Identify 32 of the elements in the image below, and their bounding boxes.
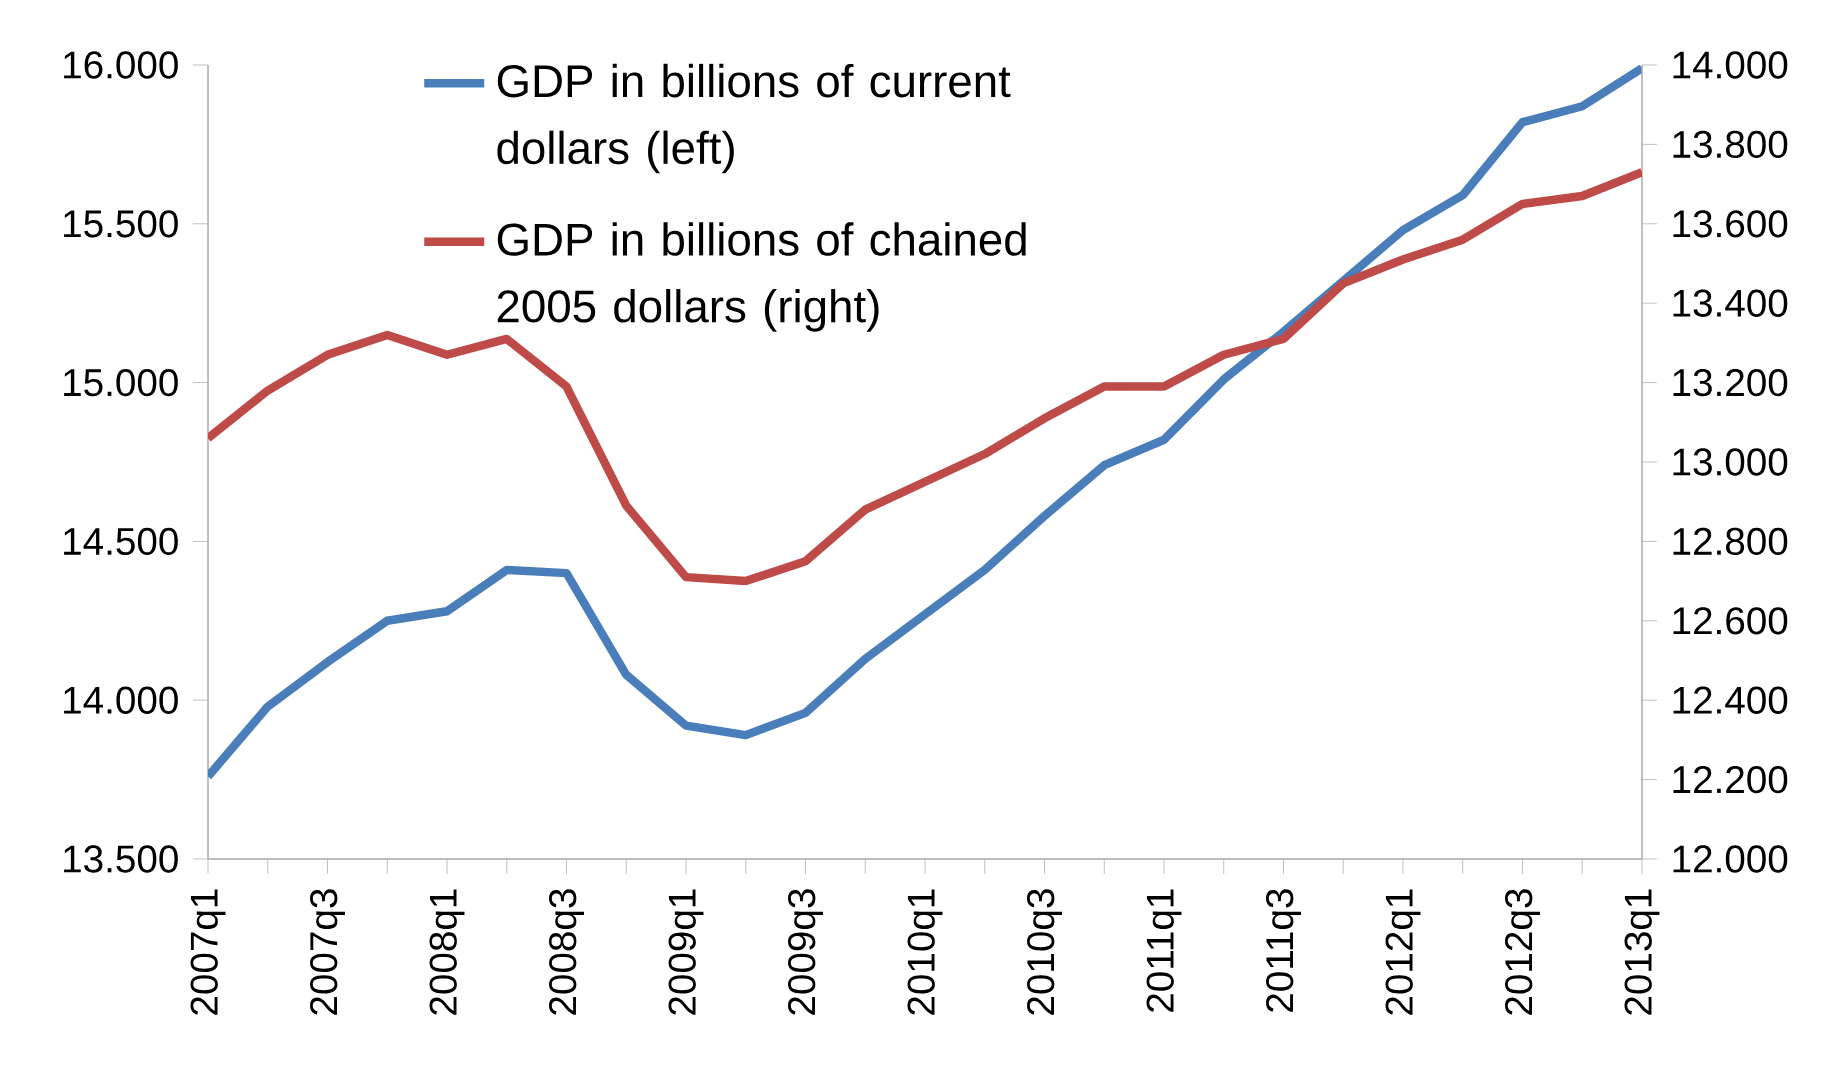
y2-tick-label: 12.600 xyxy=(1673,607,1788,635)
x-tick-label: 2010q3 xyxy=(1027,889,1062,1015)
x-tick-label: 2010q1 xyxy=(907,889,943,1015)
x-tick-label: 2011q1 xyxy=(1146,889,1182,1012)
y-tick-label: 13.500 xyxy=(64,845,178,873)
y2-tick-label: 12.400 xyxy=(1673,686,1788,714)
y2-tick-label: 13.400 xyxy=(1673,289,1788,317)
x-tick-label: 2008q3 xyxy=(549,889,584,1015)
x-tick-label: 2012q3 xyxy=(1505,889,1540,1015)
x-tick-label: 2011q3 xyxy=(1266,889,1301,1012)
y-tick-label: 15.500 xyxy=(64,210,178,238)
y-tick-label: 16.000 xyxy=(64,51,178,79)
y2-tick-label: 12.000 xyxy=(1673,845,1788,873)
y2-tick-label: 13.000 xyxy=(1673,448,1788,476)
y2-tick-label: 13.200 xyxy=(1673,368,1788,397)
x-tick-label: 2008q1 xyxy=(429,889,465,1015)
x-tick-label: 2007q3 xyxy=(310,889,345,1015)
x-tick-label: 2007q1 xyxy=(190,889,226,1015)
y2-tick-label: 13.800 xyxy=(1673,130,1788,159)
legend-label: GDP in billions of current dollars (left) xyxy=(497,63,1011,174)
legend-label: GDP in billions of chained 2005 dollars (right) xyxy=(497,222,1026,332)
x-tick-label: 2009q1 xyxy=(668,889,704,1015)
x-tick-label: 2012q1 xyxy=(1385,889,1421,1015)
y2-tick-label: 12.200 xyxy=(1673,765,1788,794)
y2-tick-label: 13.600 xyxy=(1673,210,1788,238)
y2-tick-label: 14.000 xyxy=(1673,51,1788,79)
y-tick-label: 15.000 xyxy=(64,368,178,397)
y2-tick-label: 12.800 xyxy=(1673,527,1788,556)
x-tick-label: 2009q3 xyxy=(788,889,823,1015)
y-tick-label: 14.000 xyxy=(64,686,178,714)
x-tick-label: 2013q1 xyxy=(1624,889,1660,1015)
y-tick-label: 14.500 xyxy=(64,527,178,556)
